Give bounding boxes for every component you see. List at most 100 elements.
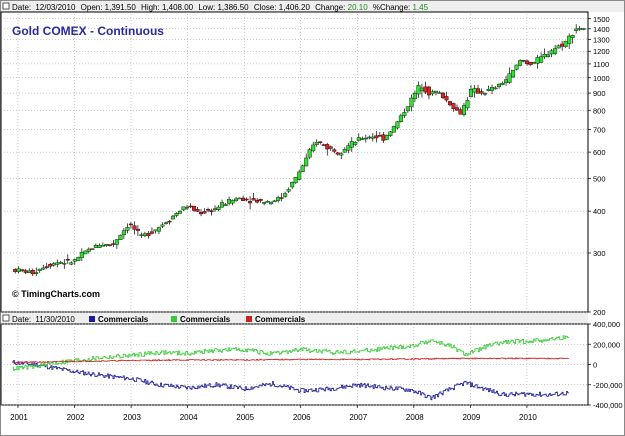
candle-up	[493, 87, 498, 90]
cot-tick-label: 0	[593, 361, 597, 370]
copyright-text: © TimingCharts.com	[12, 289, 100, 299]
candle-up	[311, 144, 316, 152]
candle-down	[128, 223, 133, 226]
candle-up	[388, 131, 393, 136]
candle-up	[76, 257, 81, 261]
candle-down	[258, 199, 263, 201]
candle-down	[476, 88, 481, 94]
candle-up	[72, 259, 77, 262]
candle-down	[13, 268, 18, 272]
candle-up	[532, 62, 537, 64]
candle-up	[402, 112, 407, 117]
candle-up	[27, 270, 32, 273]
year-label: 2005	[236, 413, 254, 422]
candle-up	[356, 137, 361, 141]
high-label: High:	[141, 3, 160, 12]
year-label: 2004	[180, 413, 198, 422]
candle-up	[567, 35, 572, 45]
year-label: 2001	[10, 413, 28, 422]
candle-up	[391, 126, 396, 133]
cot-series-line-1	[12, 360, 570, 401]
candle-up	[86, 248, 91, 252]
info-text: Date: 12/03/2010 Open: 1,391.50 High: 1,…	[12, 3, 429, 12]
candle-up	[304, 157, 309, 167]
candle-up	[237, 197, 242, 200]
candle-up	[276, 197, 281, 201]
change-label: Change:	[315, 3, 345, 12]
candle-down	[458, 109, 463, 115]
candle-down	[328, 146, 333, 149]
candle-up	[220, 202, 225, 208]
candle-down	[65, 258, 70, 261]
candle-up	[93, 244, 98, 248]
candle-up	[262, 202, 267, 204]
price-tick-label: 1200	[593, 47, 610, 56]
candle-up	[500, 83, 505, 85]
candle-up	[34, 272, 39, 274]
cot-tick-label: 400,000	[593, 320, 620, 329]
date-label: Date:	[12, 3, 31, 12]
candle-down	[202, 211, 207, 214]
candle-down	[451, 103, 456, 109]
candle-down	[135, 228, 140, 231]
info-bar-icon	[2, 2, 10, 10]
candle-down	[279, 197, 284, 199]
price-candles	[13, 24, 586, 277]
candle-up	[546, 54, 551, 57]
candle-up	[405, 106, 410, 112]
candle-down	[199, 212, 204, 215]
change-value: 20.10	[348, 3, 369, 12]
candle-down	[149, 231, 154, 234]
legend-swatch-2	[171, 316, 177, 322]
candle-up	[163, 222, 168, 224]
candle-down	[44, 266, 49, 268]
candle-up	[125, 227, 130, 231]
candle-up	[100, 245, 105, 247]
cot-lines	[12, 335, 570, 401]
candle-down	[335, 152, 340, 155]
candle-down	[248, 201, 253, 204]
candle-up	[433, 90, 438, 93]
year-label: 2009	[462, 413, 480, 422]
year-label: 2007	[349, 413, 367, 422]
info-bar	[1, 1, 624, 12]
year-label: 2008	[406, 413, 424, 422]
candle-up	[363, 137, 368, 140]
candle-up	[104, 243, 109, 247]
candle-up	[535, 57, 540, 64]
candle-up	[290, 182, 295, 188]
candle-up	[213, 208, 218, 211]
candle-up	[504, 79, 509, 83]
candle-up	[216, 206, 221, 210]
lower-info-bar	[1, 313, 588, 324]
open-value: 1,391.50	[105, 3, 137, 12]
candle-up	[539, 56, 544, 63]
legend-swatch-3	[246, 316, 252, 322]
candle-down	[251, 198, 256, 201]
candle-up	[51, 263, 56, 266]
high-value: 1,408.00	[162, 3, 194, 12]
candle-down	[111, 243, 116, 245]
candle-up	[542, 53, 547, 58]
cot-tick-label: -400,000	[593, 401, 623, 410]
candle-down	[381, 134, 386, 141]
candle-up	[223, 204, 228, 206]
candle-up	[69, 262, 74, 265]
year-label: 2006	[293, 413, 311, 422]
candle-up	[62, 263, 67, 265]
candle-up	[511, 69, 516, 78]
lower-date-text: Date: 11/30/2010	[12, 315, 75, 324]
price-tick-label: 300	[593, 249, 606, 258]
candle-up	[346, 145, 351, 151]
candle-up	[153, 229, 158, 232]
lower-info-square-icon	[2, 314, 10, 322]
candle-up	[174, 213, 179, 216]
candle-down	[374, 135, 379, 139]
candle-up	[184, 206, 189, 209]
candle-up	[437, 92, 442, 94]
candle-down	[90, 248, 95, 250]
date-value: 12/03/2010	[35, 3, 76, 12]
pct-change-value: 1.45	[413, 3, 429, 12]
candle-down	[107, 244, 112, 246]
